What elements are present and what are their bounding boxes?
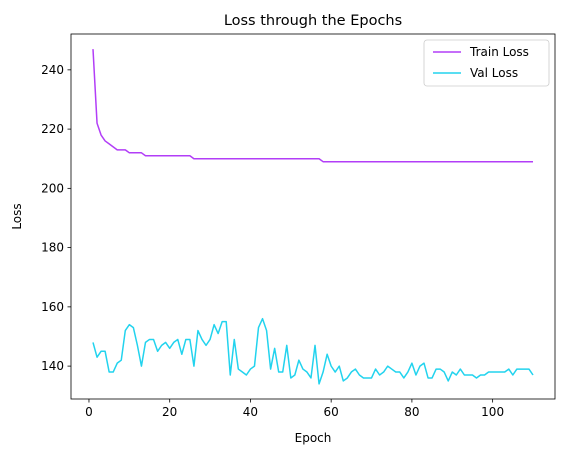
- plot-frame: [70, 33, 556, 400]
- y-ticks: 140 160 180 200 220 240: [41, 63, 71, 373]
- legend-label-train-loss: Train Loss: [469, 45, 529, 59]
- series-line-val-loss: [92, 317, 534, 385]
- y-tick-label: 160: [41, 300, 64, 314]
- y-tick-label: 220: [41, 122, 64, 136]
- x-ticks: 0 20 40 60 80 100: [85, 399, 504, 419]
- y-tick-label: 140: [41, 359, 64, 373]
- chart-title: Loss through the Epochs: [224, 13, 402, 29]
- series-line-train-loss: [92, 49, 533, 163]
- x-tick-label: 40: [243, 405, 258, 419]
- x-tick-label: 80: [404, 405, 419, 419]
- y-tick-label: 240: [41, 63, 64, 77]
- y-tick-label: 200: [41, 181, 64, 195]
- y-axis-title: Loss: [10, 203, 24, 229]
- legend-label-val-loss: Val Loss: [470, 66, 518, 80]
- x-tick-label: 60: [324, 405, 339, 419]
- x-tick-label: 100: [481, 405, 504, 419]
- x-tick-label: 20: [162, 405, 177, 419]
- x-axis-title: Epoch: [295, 431, 332, 445]
- series-group: [92, 49, 534, 385]
- y-tick-label: 180: [41, 241, 64, 255]
- legend: Train Loss Val Loss: [423, 39, 550, 87]
- x-tick-label: 0: [85, 405, 93, 419]
